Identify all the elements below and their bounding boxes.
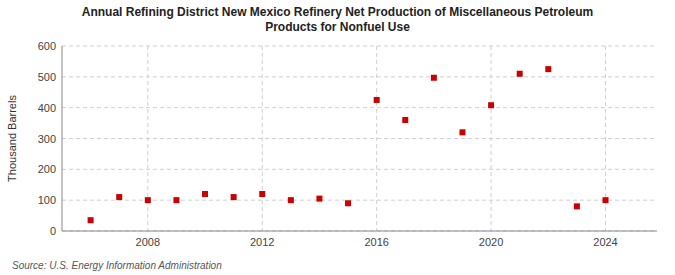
- x-grid-line: [376, 46, 377, 231]
- point: [431, 75, 437, 81]
- x-tick-label: 2016: [364, 236, 388, 248]
- y-tick-label: 300: [38, 133, 56, 145]
- point: [259, 191, 265, 197]
- y-grid-line: [62, 169, 657, 170]
- x-axis-line: [62, 231, 657, 232]
- y-axis-label: Thousand Barrels: [6, 95, 18, 182]
- point: [88, 217, 94, 223]
- chart: Annual Refining District New Mexico Refi…: [0, 0, 675, 275]
- point: [116, 194, 122, 200]
- y-tick-label: 0: [50, 225, 56, 237]
- x-tick-label: 2008: [136, 236, 160, 248]
- y-grid-line: [62, 107, 657, 108]
- y-tick-label: 600: [38, 40, 56, 52]
- x-grid-line: [491, 46, 492, 231]
- y-axis-line: [62, 46, 63, 231]
- y-tick-label: 200: [38, 163, 56, 175]
- points: [88, 66, 609, 223]
- point: [231, 194, 237, 200]
- y-tick-label: 500: [38, 71, 56, 83]
- point: [402, 117, 408, 123]
- point: [202, 191, 208, 197]
- x-grid-line: [262, 46, 263, 231]
- y-tick-label: 100: [38, 194, 56, 206]
- point: [574, 203, 580, 209]
- point: [345, 200, 351, 206]
- y-grid-line: [62, 46, 657, 47]
- point: [145, 197, 151, 203]
- point: [545, 66, 551, 72]
- y-grid-line: [62, 200, 657, 201]
- y-grid-line: [62, 138, 657, 139]
- x-tick-label: 2024: [593, 236, 617, 248]
- point: [459, 129, 465, 135]
- chart-container: Annual Refining District New Mexico Refi…: [0, 0, 675, 275]
- y-grid-line: [62, 76, 657, 77]
- grid: [62, 46, 657, 231]
- x-tick-label: 2020: [479, 236, 503, 248]
- point: [173, 197, 179, 203]
- point: [488, 102, 494, 108]
- x-grid-line: [605, 46, 606, 231]
- point: [288, 197, 294, 203]
- title: Annual Refining District New Mexico Refi…: [82, 5, 593, 34]
- y-grid-line: [62, 231, 657, 232]
- point: [603, 197, 609, 203]
- point: [374, 97, 380, 103]
- point: [517, 71, 523, 77]
- point: [316, 196, 322, 202]
- source-note: Source: U.S. Energy Information Administ…: [12, 260, 222, 271]
- x-tick-label: 2012: [250, 236, 274, 248]
- y-tick-label: 400: [38, 102, 56, 114]
- x-grid-line: [147, 46, 148, 231]
